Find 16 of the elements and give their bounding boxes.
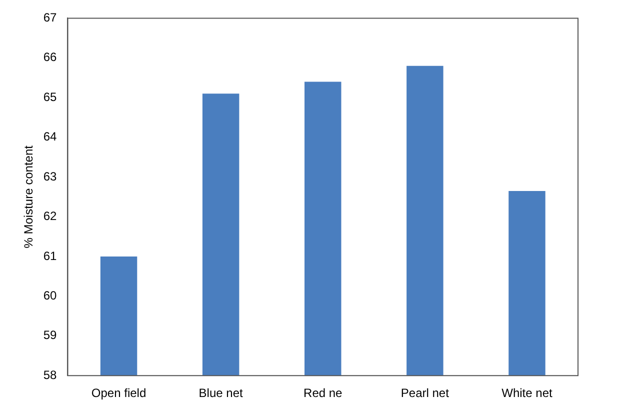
x-tick-label: White net <box>502 386 553 400</box>
y-tick-label: 63 <box>43 169 58 184</box>
y-tick-label: 62 <box>43 209 58 224</box>
y-tick-label: 60 <box>43 288 58 302</box>
y-tick-label: 59 <box>43 328 58 342</box>
x-tick-label: Open field <box>91 386 146 400</box>
y-tick-label: 58 <box>43 368 58 382</box>
y-tick-label: 67 <box>43 10 58 25</box>
y-tick-label: 66 <box>43 50 58 64</box>
y-axis-title: % Moisture content <box>22 144 36 248</box>
x-tick-label: Blue net <box>198 386 244 400</box>
y-tick-label: 65 <box>43 90 58 104</box>
x-tick-label: Pearl net <box>400 386 450 400</box>
y-tick-label: 64 <box>43 130 58 144</box>
x-tick-label: Red ne <box>304 386 343 400</box>
y-tick-label: 61 <box>43 248 58 263</box>
